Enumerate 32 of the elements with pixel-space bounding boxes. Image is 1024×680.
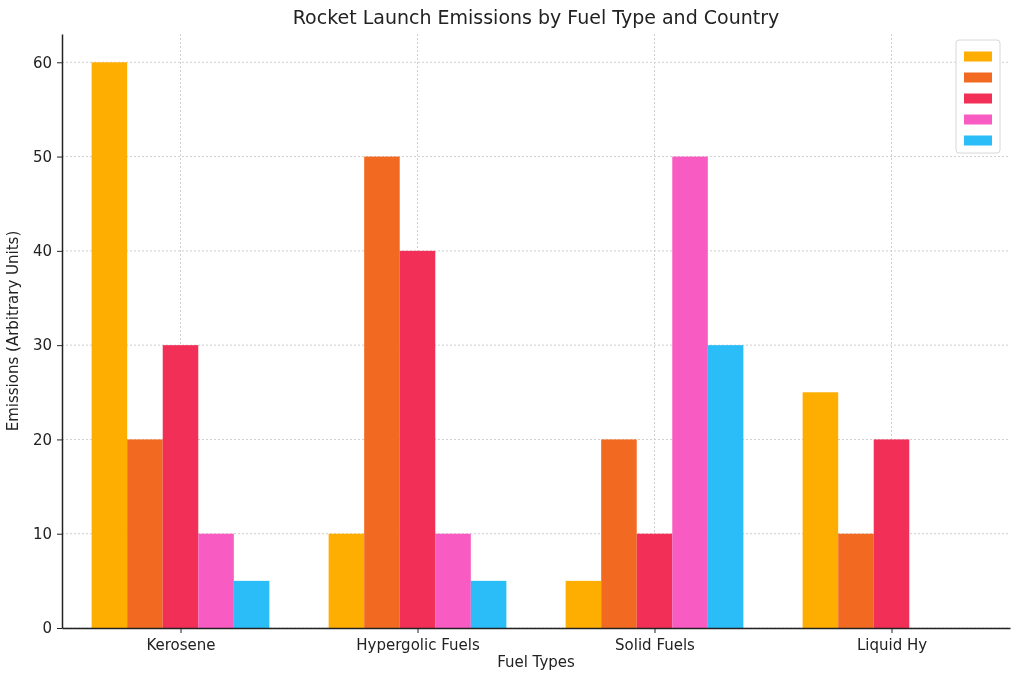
y-tick-label: 30 [32,336,52,355]
bar [838,533,874,628]
bar [162,345,199,628]
y-tick-label: 10 [32,525,52,544]
bar [399,250,436,628]
x-tick-label: Kerosene [146,635,216,654]
x-tick-label: Liquid Hy [856,635,928,654]
bar [364,156,400,628]
x-tick-label: Hypergolic Fuels [356,635,480,654]
bar [601,439,637,628]
chart-title: Rocket Launch Emissions by Fuel Type and Country [292,6,780,28]
y-tick-label: 60 [32,53,52,72]
bar [470,580,507,628]
bar [233,580,270,628]
bar [198,533,234,628]
bar [672,156,708,628]
y-tick-label: 0 [42,619,52,638]
y-tick-label: 50 [32,147,52,166]
y-tick-label: 40 [32,242,52,261]
bar [802,392,839,628]
y-axis-title: Emissions (Arbitrary Units) [4,230,22,432]
y-tick-label: 20 [32,430,52,449]
bar [873,439,910,628]
x-axis-title: Fuel Types [497,653,576,671]
bar [707,345,744,628]
bar [328,533,365,628]
bar [565,580,602,628]
bar [91,62,128,628]
bar [636,533,673,628]
x-tick-label: Solid Fuels [615,635,696,654]
bar [435,533,471,628]
bar [127,439,163,628]
